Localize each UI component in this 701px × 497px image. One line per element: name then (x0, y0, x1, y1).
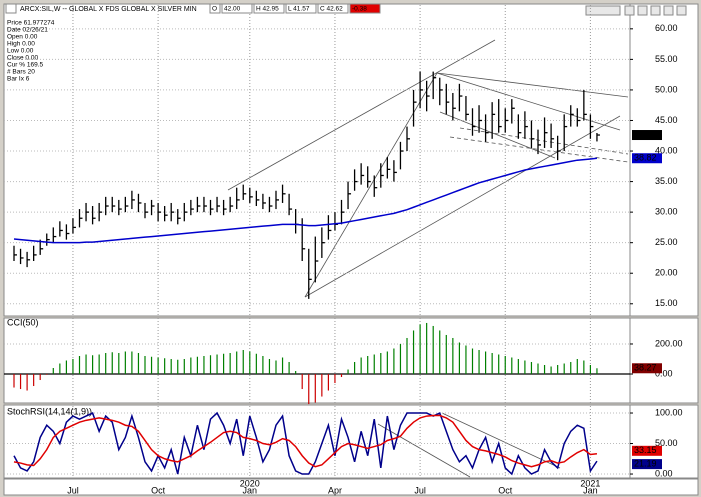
header-box (209, 3, 221, 14)
header-box (317, 3, 349, 14)
icon[interactable] (585, 5, 621, 16)
line-series (13, 411, 598, 476)
x-tick-label: Jul (414, 485, 426, 495)
header-field: -0.38 (352, 6, 367, 13)
trendline (227, 39, 496, 191)
panel-title: CCI(50) (7, 317, 39, 327)
value-box (632, 153, 662, 164)
info-line: Low 0.00 (7, 48, 34, 55)
info-line: Cur % 169.5 (7, 62, 44, 69)
y-tick-label: 0.00 (655, 368, 673, 378)
trendline (304, 72, 438, 298)
info-line: Bar Ix 6 (7, 76, 30, 83)
header-box (5, 3, 17, 14)
y-tick-label: 60.00 (655, 23, 678, 33)
header-field: 42.00 (224, 6, 241, 13)
panel-title: StochRSI(14,14(1,9)) (7, 406, 92, 416)
icon[interactable] (663, 5, 674, 16)
y-tick-label: 50.00 (655, 84, 678, 94)
y-tick-label: 15.00 (655, 298, 678, 308)
header-field: L 41.57 (288, 6, 310, 13)
y-tick-label: 50.00 (655, 438, 678, 448)
header-box (221, 3, 253, 14)
header-box (349, 3, 381, 14)
x-tick-label: Jan (583, 485, 598, 495)
trendline (441, 412, 561, 469)
y-tick-label: 40.00 (655, 145, 678, 155)
value-box-label: 33.15 (634, 445, 657, 455)
trendline (304, 115, 621, 298)
y-tick-label: 25.00 (655, 237, 678, 247)
chart-title: ARCX:SIL,W -- GLOBAL X FDS GLOBAL X SILV… (20, 6, 197, 13)
header-box (253, 3, 285, 14)
y-tick-label: 200.00 (655, 338, 683, 348)
y-tick-label: 20.00 (655, 268, 678, 278)
x-tick-label: Apr (328, 485, 342, 495)
value-box-label: 38.82 (634, 153, 657, 163)
date-axis (3, 478, 699, 496)
header-field: H 42.95 (256, 6, 279, 13)
price-panel (3, 3, 631, 317)
header-field: C 42.62 (320, 6, 343, 13)
value-box-label: 42.62 (634, 129, 657, 139)
trendline (449, 136, 629, 163)
line-series (13, 157, 598, 244)
cci-axis (629, 317, 699, 404)
x-tick-label: Jan (243, 485, 258, 495)
value-box (632, 130, 662, 141)
y-tick-label: 35.00 (655, 176, 678, 186)
info-line: High 0.00 (7, 41, 35, 48)
x-tick-label: Oct (151, 485, 166, 495)
icon[interactable] (637, 5, 648, 16)
x-tick-label: Oct (498, 485, 513, 495)
y-tick-label: 100.00 (655, 407, 683, 417)
value-box-label: 21.19 (634, 458, 657, 468)
trendline (377, 423, 471, 478)
value-box (632, 363, 662, 374)
icon[interactable] (676, 5, 687, 16)
info-line: Open 0.00 (7, 34, 38, 41)
icon[interactable] (650, 5, 661, 16)
info-line: # Bars 20 (7, 69, 35, 76)
value-box-label: 38.27 (634, 363, 657, 373)
y-tick-label: 0.00 (655, 468, 673, 478)
info-line: Price 61.977274 (7, 20, 55, 27)
info-line: Date 02/26/21 (7, 27, 48, 34)
toolbar-icons (585, 5, 687, 16)
line-series (13, 414, 598, 468)
stoch-panel (3, 404, 631, 479)
y-tick-label: 55.00 (655, 54, 678, 64)
trendline (439, 111, 556, 159)
value-box (632, 459, 662, 470)
trendline (436, 72, 629, 98)
x-year-label: 2020 (240, 478, 260, 488)
value-box (632, 445, 662, 456)
header-box (285, 3, 317, 14)
y-tick-label: 45.00 (655, 115, 678, 125)
cci-panel (3, 317, 631, 404)
icon[interactable] (624, 5, 635, 16)
y-tick-label: 30.00 (655, 207, 678, 217)
header-field: O (212, 6, 217, 13)
info-line: Close 0.00 (7, 55, 38, 62)
x-year-label: 2021 (580, 478, 600, 488)
x-tick-label: Jul (67, 485, 79, 495)
